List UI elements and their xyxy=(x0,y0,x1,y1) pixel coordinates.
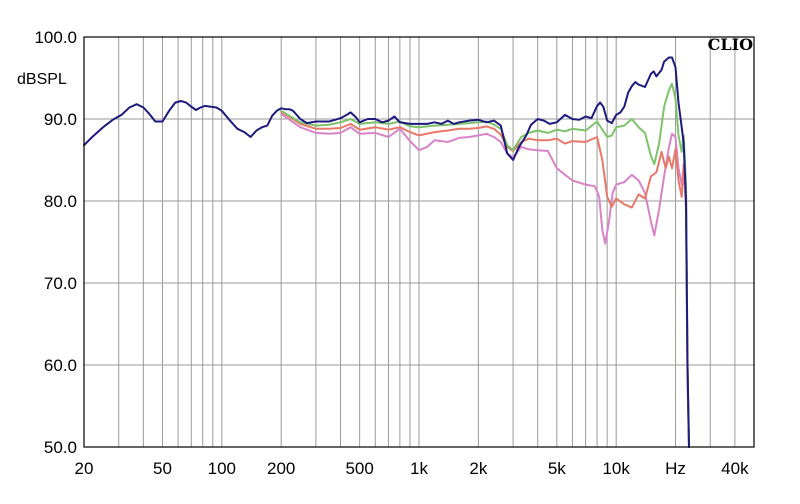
grid xyxy=(84,37,754,447)
plot-frame xyxy=(83,36,755,448)
response-curve-3 xyxy=(280,82,690,448)
x-tick-label: 200 xyxy=(267,459,295,478)
x-tick-label: 20 xyxy=(75,459,94,478)
response-curve-1 xyxy=(280,113,690,448)
response-curve-4 xyxy=(83,56,690,448)
y-tick-label: 90.0 xyxy=(44,110,77,129)
y-tick-label: 70.0 xyxy=(44,274,77,293)
x-tick-label: 2k xyxy=(469,459,487,478)
brand-label: CLIO xyxy=(708,35,753,54)
y-axis-label: dBSPL xyxy=(17,71,67,88)
y-tick-label: 50.0 xyxy=(44,438,77,457)
x-tick-label: 1k xyxy=(410,459,428,478)
series-group xyxy=(83,56,690,448)
x-tick-label: 100 xyxy=(208,459,236,478)
response-curve-2 xyxy=(280,110,690,448)
y-tick-label: 80.0 xyxy=(44,192,77,211)
x-tick-label: 40k xyxy=(721,459,749,478)
y-tick-label: 100.0 xyxy=(34,28,77,47)
y-tick-labels: 100.0 90.0 80.0 70.0 60.0 50.0 xyxy=(34,28,77,457)
x-tick-label: 500 xyxy=(345,459,373,478)
y-tick-label: 60.0 xyxy=(44,356,77,375)
x-tick-label: 5k xyxy=(548,459,566,478)
x-tick-label: Hz xyxy=(665,459,686,478)
x-tick-label: 50 xyxy=(153,459,172,478)
x-tick-labels: 20 50 100 200 500 1k 2k 5k 10k Hz 40k xyxy=(75,459,750,478)
x-tick-label: 10k xyxy=(602,459,630,478)
